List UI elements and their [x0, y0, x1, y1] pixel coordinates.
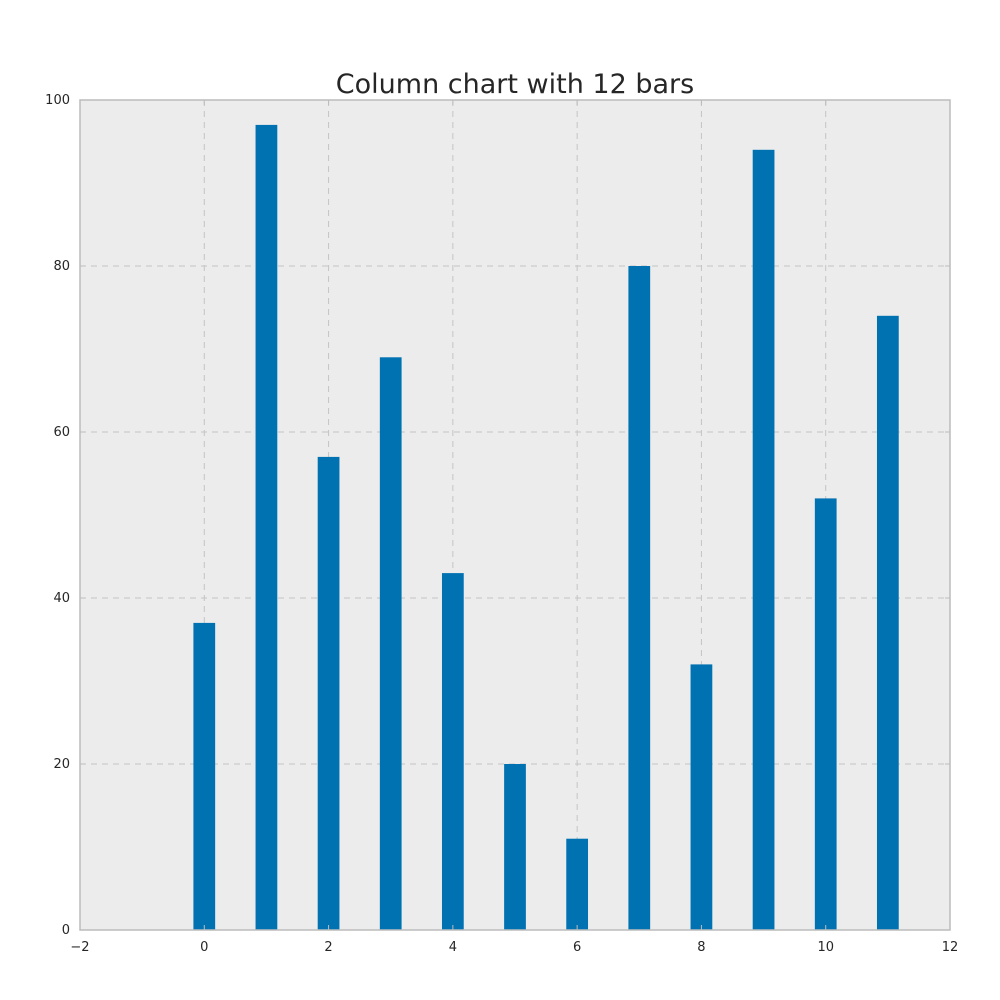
- x-tick-label: 10: [817, 940, 834, 955]
- y-tick-label: 40: [53, 591, 70, 606]
- chart-title: Column chart with 12 bars: [336, 69, 694, 100]
- y-tick-label: 80: [53, 259, 70, 274]
- bar: [566, 838, 589, 930]
- bar: [814, 498, 837, 930]
- bar: [628, 266, 651, 930]
- x-tick-label: 8: [697, 940, 705, 955]
- bar: [379, 357, 402, 930]
- x-tick-label: 12: [942, 940, 959, 955]
- y-tick-label: 20: [53, 757, 70, 772]
- bar: [752, 149, 775, 931]
- y-tick-label: 0: [62, 923, 70, 938]
- bar: [193, 622, 216, 930]
- y-tick-label: 100: [45, 93, 70, 108]
- y-axis: 0 20 40 60 80 100: [45, 93, 950, 938]
- x-tick-label: 2: [324, 940, 332, 955]
- bars: [193, 124, 899, 931]
- bar: [317, 456, 340, 930]
- x-tick-label: 4: [449, 940, 457, 955]
- plot-frame: [79, 99, 951, 931]
- bar: [876, 315, 899, 930]
- x-tick-label: 0: [200, 940, 208, 955]
- x-tick-label: 6: [573, 940, 581, 955]
- x-axis: −2 0 2 4 6 8 10 12: [70, 100, 958, 955]
- bar: [255, 124, 278, 930]
- bar: [441, 573, 464, 930]
- x-tick-label: −2: [70, 940, 89, 955]
- bar: [690, 664, 713, 930]
- bar: [504, 764, 526, 930]
- y-tick-label: 60: [53, 425, 70, 440]
